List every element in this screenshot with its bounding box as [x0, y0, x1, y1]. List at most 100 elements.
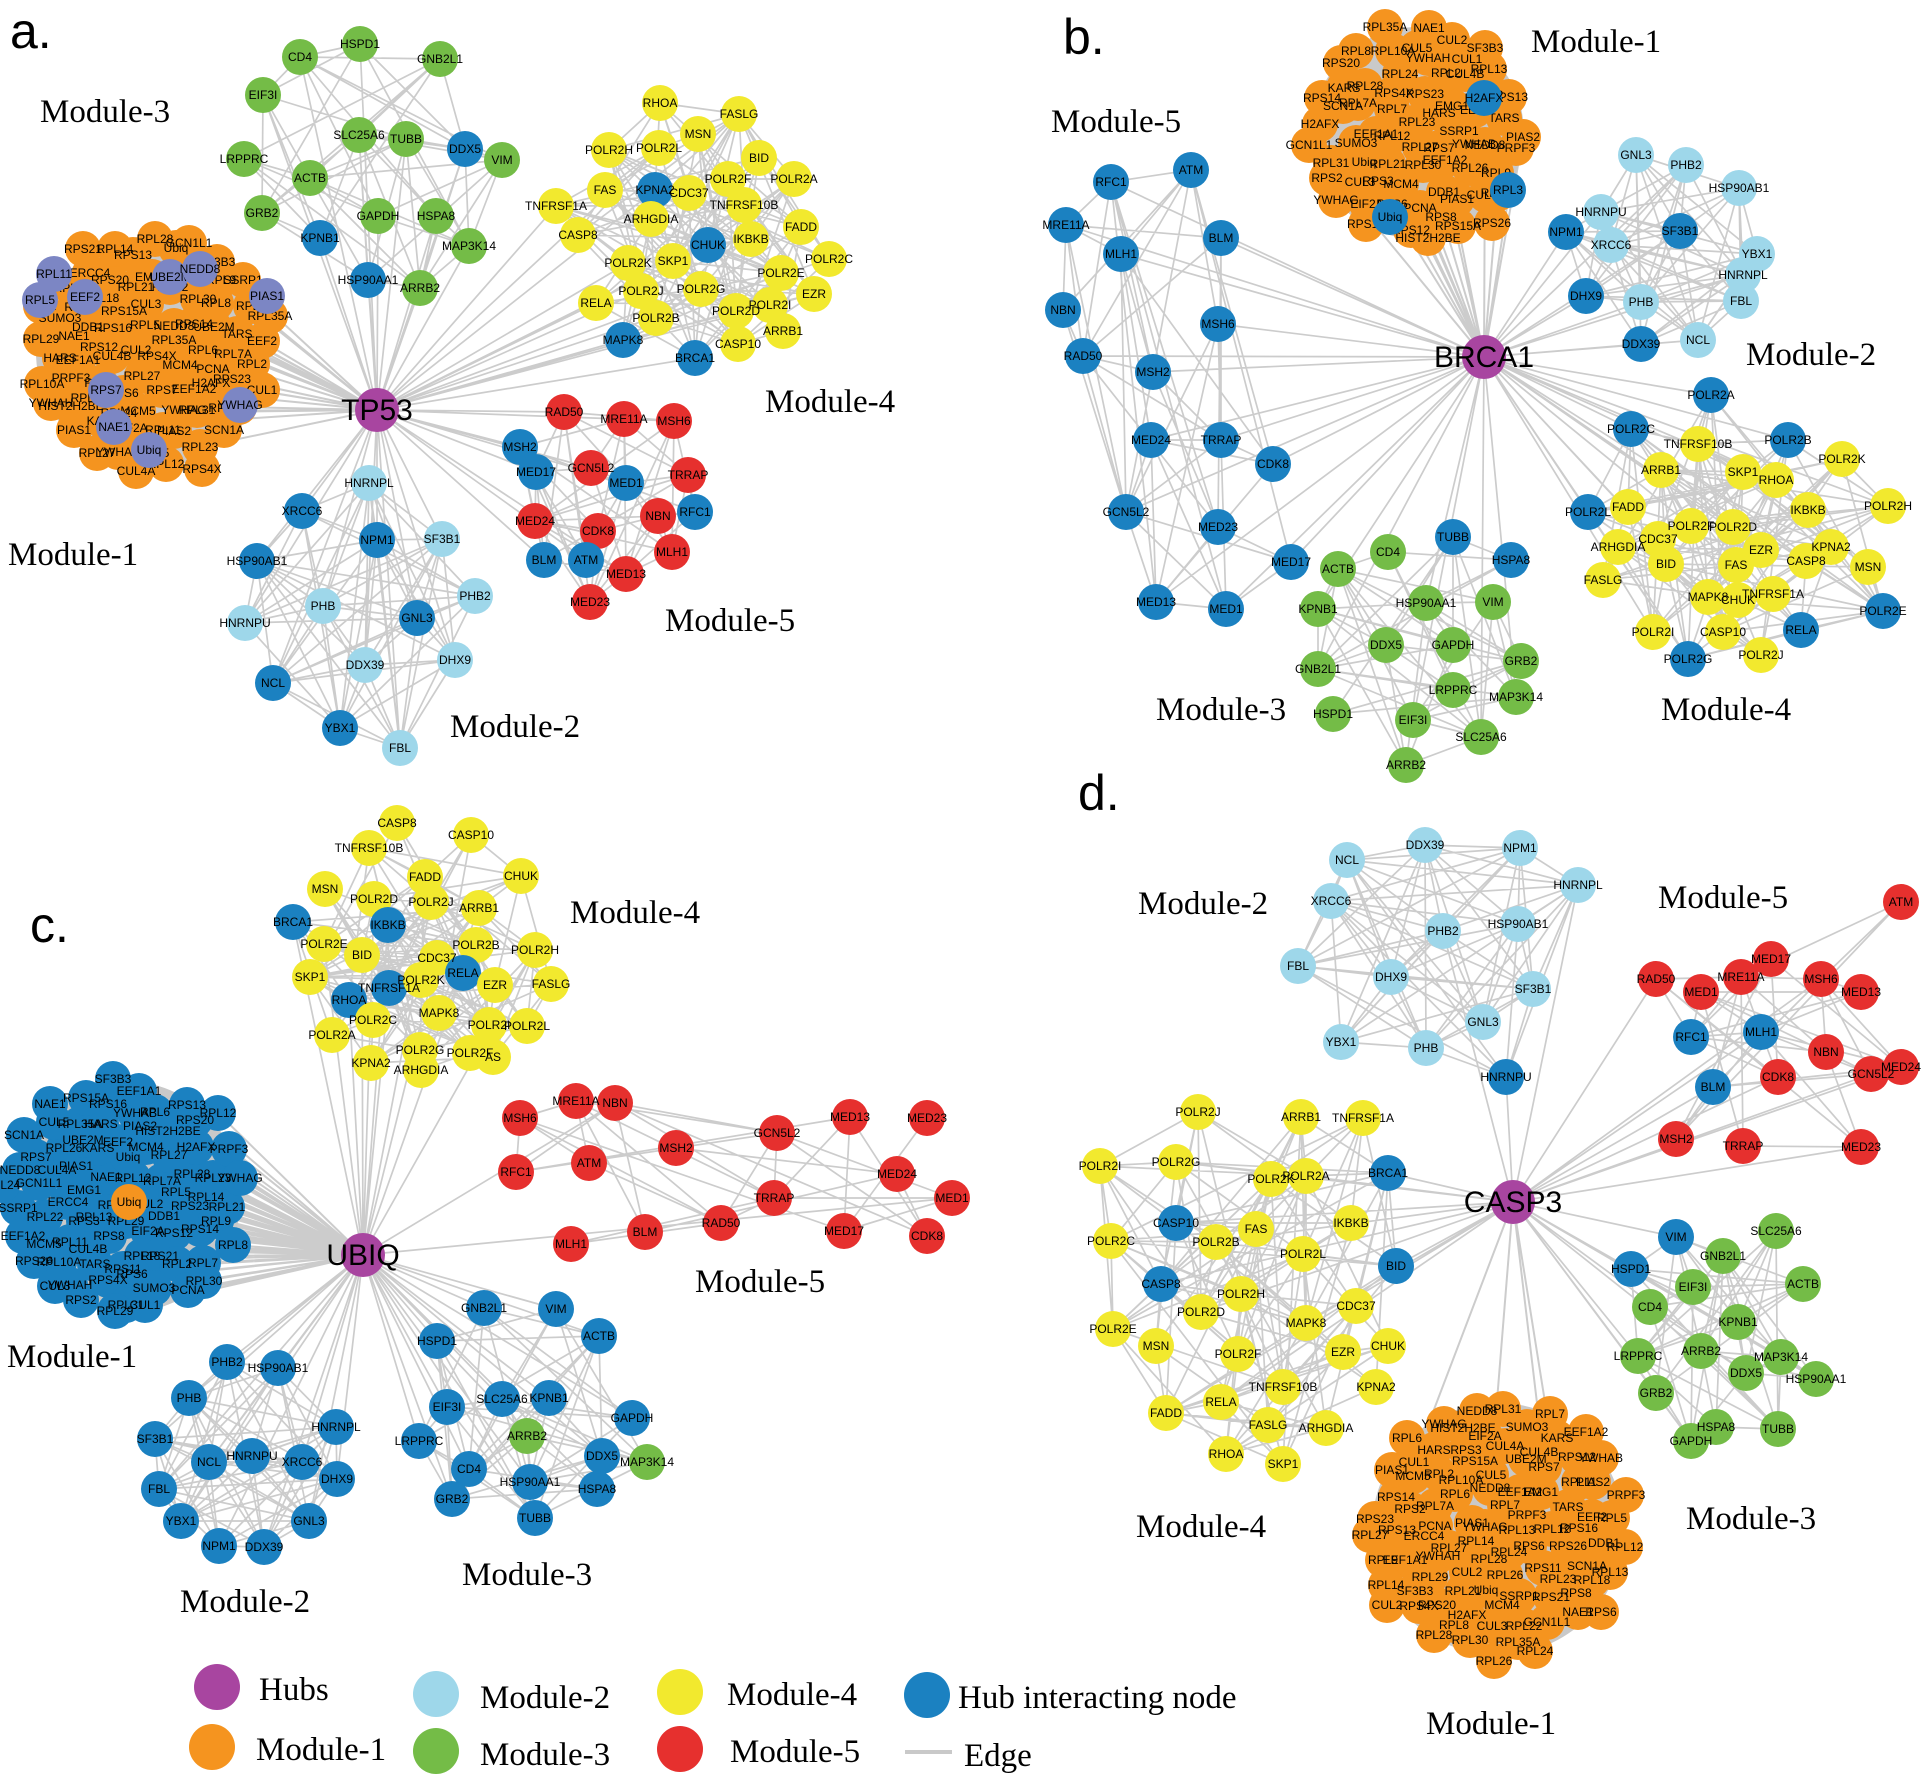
svg-text:EZR: EZR: [802, 287, 826, 301]
svg-text:RELA: RELA: [580, 296, 611, 310]
svg-text:RPL10A: RPL10A: [1439, 1473, 1484, 1487]
svg-text:BLM: BLM: [532, 553, 557, 567]
svg-text:RPL21: RPL21: [1445, 1584, 1482, 1598]
svg-text:RPS11: RPS11: [1524, 1561, 1561, 1575]
svg-text:FADD: FADD: [1612, 500, 1644, 514]
svg-text:NAE1: NAE1: [34, 1097, 66, 1111]
svg-text:HNRNPL: HNRNPL: [311, 1420, 361, 1434]
svg-text:GAPDH: GAPDH: [357, 209, 400, 223]
svg-text:RPL27: RPL27: [124, 369, 161, 383]
svg-text:Hubs: Hubs: [259, 1672, 329, 1708]
svg-text:EMG1: EMG1: [1524, 1485, 1558, 1499]
svg-text:FBL: FBL: [1287, 959, 1309, 973]
svg-text:Module-4: Module-4: [765, 384, 895, 420]
svg-text:RPS13: RPS13: [168, 1098, 206, 1112]
svg-text:DDX39: DDX39: [1406, 838, 1445, 852]
svg-text:GRB2: GRB2: [1505, 654, 1538, 668]
svg-text:CD4: CD4: [457, 1462, 481, 1476]
svg-text:ARRB2: ARRB2: [507, 1429, 547, 1443]
svg-text:PCNA: PCNA: [1418, 1519, 1451, 1533]
svg-text:TNFRSF1A: TNFRSF1A: [525, 199, 587, 213]
svg-text:RPS26: RPS26: [1473, 216, 1511, 230]
svg-text:SCN1A: SCN1A: [204, 423, 244, 437]
svg-text:MRE11A: MRE11A: [552, 1094, 599, 1108]
svg-text:FBL: FBL: [1730, 294, 1752, 308]
svg-text:NEDD8: NEDD8: [1457, 1404, 1498, 1418]
svg-text:HSP90AA1: HSP90AA1: [1396, 596, 1457, 610]
svg-text:MAP3K14: MAP3K14: [1489, 690, 1543, 704]
svg-text:MSH6: MSH6: [503, 1111, 537, 1125]
svg-text:FADD: FADD: [1150, 1406, 1182, 1420]
svg-text:PIAS1: PIAS1: [1455, 1516, 1489, 1530]
svg-text:ATM: ATM: [577, 1156, 601, 1170]
svg-text:GNB2L1: GNB2L1: [417, 52, 463, 66]
svg-text:SF3B1: SF3B1: [1515, 982, 1552, 996]
svg-text:Module-1: Module-1: [7, 1339, 137, 1375]
svg-text:DDX5: DDX5: [586, 1449, 618, 1463]
svg-text:PHB2: PHB2: [1427, 924, 1459, 938]
svg-text:RPS20: RPS20: [91, 273, 129, 287]
svg-text:TARS: TARS: [1552, 1500, 1583, 1514]
svg-text:KPNA2: KPNA2: [351, 1056, 391, 1070]
svg-text:CHUK: CHUK: [504, 869, 538, 883]
svg-text:POLR2K: POLR2K: [604, 256, 651, 270]
svg-text:GNL3: GNL3: [1467, 1015, 1499, 1029]
svg-text:PIAS2: PIAS2: [157, 424, 191, 438]
svg-text:RPL12: RPL12: [1607, 1540, 1644, 1554]
svg-text:EEF1A1: EEF1A1: [117, 1084, 162, 1098]
svg-text:Module-5: Module-5: [695, 1264, 825, 1300]
svg-text:ACTB: ACTB: [1322, 562, 1354, 576]
svg-text:MLH1: MLH1: [1745, 1025, 1777, 1039]
svg-text:SSRP1: SSRP1: [223, 273, 263, 287]
svg-text:NEDD8: NEDD8: [0, 1163, 41, 1177]
svg-text:IKBKB: IKBKB: [733, 232, 768, 246]
svg-text:RPL22: RPL22: [27, 1210, 64, 1224]
svg-text:Module-5: Module-5: [730, 1734, 860, 1770]
svg-text:POLR2J: POLR2J: [1175, 1105, 1220, 1119]
svg-text:CDC37: CDC37: [669, 186, 709, 200]
svg-text:d.: d.: [1078, 765, 1120, 821]
svg-text:RPL12: RPL12: [1374, 129, 1411, 143]
svg-text:RPS6: RPS6: [1585, 1605, 1617, 1619]
svg-text:POLR2F: POLR2F: [447, 1046, 494, 1060]
svg-text:RPL10A: RPL10A: [37, 1255, 82, 1269]
svg-text:MED24: MED24: [877, 1167, 917, 1181]
svg-text:NBN: NBN: [645, 509, 670, 523]
svg-text:RPL27: RPL27: [1352, 1528, 1389, 1542]
svg-text:DDX5: DDX5: [1370, 638, 1402, 652]
svg-text:RFC1: RFC1: [500, 1165, 532, 1179]
svg-text:SSRP1: SSRP1: [0, 1201, 38, 1215]
svg-text:BID: BID: [1656, 557, 1676, 571]
svg-text:NPM1: NPM1: [1503, 841, 1537, 855]
svg-text:XRCC6: XRCC6: [1591, 238, 1632, 252]
svg-text:MED24: MED24: [1881, 1060, 1921, 1074]
svg-text:RPL28: RPL28: [1471, 1552, 1508, 1566]
svg-text:HSPA8: HSPA8: [1492, 553, 1531, 567]
svg-text:HIST2H2BE: HIST2H2BE: [1430, 1421, 1495, 1435]
svg-text:RPS15A: RPS15A: [63, 1091, 109, 1105]
svg-text:RPS7: RPS7: [146, 383, 178, 397]
svg-text:MED23: MED23: [907, 1111, 947, 1125]
svg-text:MED24: MED24: [515, 514, 555, 528]
svg-text:MED13: MED13: [1136, 595, 1176, 609]
svg-text:RPS8: RPS8: [93, 1229, 125, 1243]
svg-text:FADD: FADD: [785, 220, 817, 234]
svg-text:RPL5: RPL5: [1597, 1511, 1627, 1525]
svg-text:RPL18: RPL18: [124, 1249, 161, 1263]
svg-text:RPS21: RPS21: [1532, 1590, 1570, 1604]
svg-text:EEF1A2: EEF1A2: [172, 382, 217, 396]
svg-text:RPL27: RPL27: [151, 1148, 188, 1162]
svg-text:SSRP1: SSRP1: [1499, 1589, 1539, 1603]
svg-text:RPS14: RPS14: [181, 1222, 219, 1236]
svg-text:FASLG: FASLG: [1249, 1418, 1288, 1432]
svg-text:RPL31: RPL31: [1313, 156, 1350, 170]
svg-text:BRCA1: BRCA1: [675, 351, 715, 365]
svg-text:SKP1: SKP1: [1728, 465, 1759, 479]
svg-text:ATM: ATM: [574, 553, 598, 567]
svg-text:POLR2L: POLR2L: [504, 1019, 550, 1033]
svg-text:CUL4B: CUL4B: [1446, 67, 1485, 81]
svg-text:NEDD8: NEDD8: [1465, 138, 1506, 152]
svg-text:HIST2H2BE: HIST2H2BE: [1395, 231, 1460, 245]
svg-text:TNFRSF10B: TNFRSF10B: [1249, 1380, 1318, 1394]
svg-text:NAE1: NAE1: [1562, 1605, 1594, 1619]
